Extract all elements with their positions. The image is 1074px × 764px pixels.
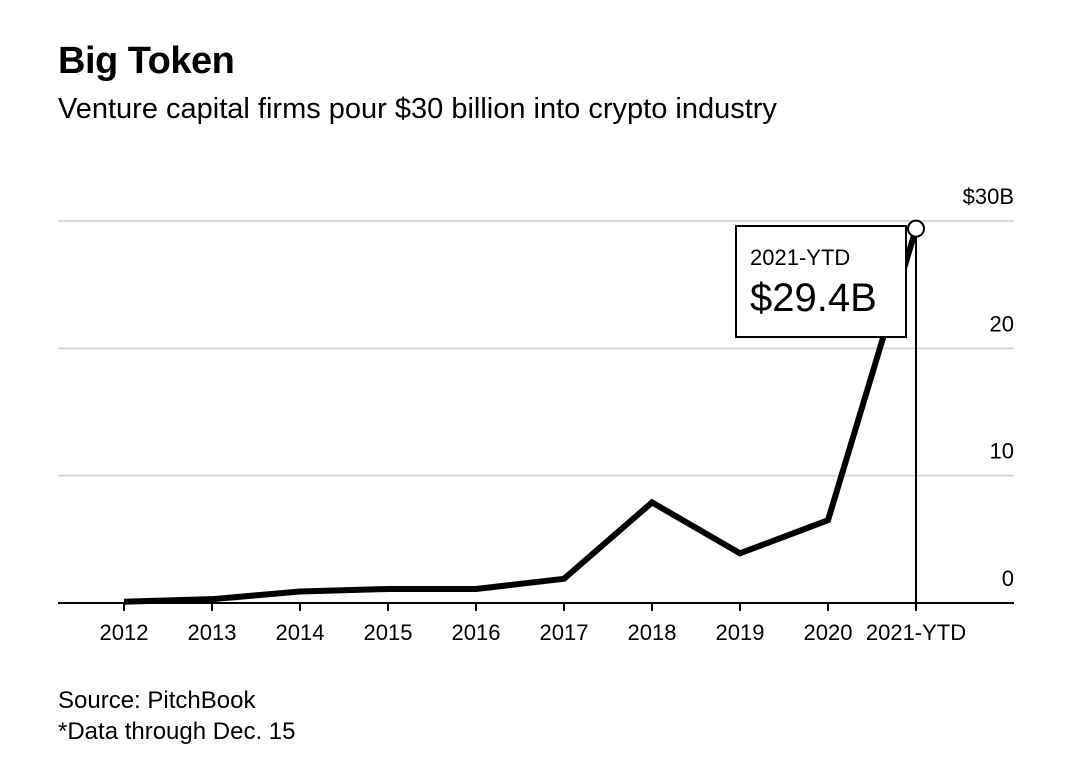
data-point-2021-YTD xyxy=(907,219,925,238)
y-tick-label-0: 0 xyxy=(1002,566,1014,591)
source-note: Source: PitchBook xyxy=(58,687,256,714)
x-tick-label-2021-YTD: 2021-YTD xyxy=(866,620,966,645)
y-tick-label-20: 20 xyxy=(990,311,1014,336)
x-tick-label-2018: 2018 xyxy=(628,620,677,645)
x-tick-label-2015: 2015 xyxy=(364,620,413,645)
y-tick-label-10: 10 xyxy=(990,439,1014,464)
annotation-value: $29.4B xyxy=(750,276,877,320)
annotation-label: 2021-YTD xyxy=(750,245,850,270)
x-tick-label-2020: 2020 xyxy=(804,620,853,645)
chart-subtitle: Venture capital firms pour $30 billion i… xyxy=(58,93,777,125)
annotation-box xyxy=(735,225,907,338)
x-tick-label-2017: 2017 xyxy=(540,620,589,645)
series-line xyxy=(123,227,919,605)
x-tick-label-2013: 2013 xyxy=(188,620,237,645)
y-tick-label-30: $30B xyxy=(963,184,1014,209)
x-tick-label-2016: 2016 xyxy=(452,620,501,645)
chart-title: Big Token xyxy=(58,40,235,82)
x-tick-label-2012: 2012 xyxy=(100,620,149,645)
x-tick-label-2019: 2019 xyxy=(716,620,765,645)
data-footnote: *Data through Dec. 15 xyxy=(58,718,296,745)
x-tick-label-2014: 2014 xyxy=(276,620,325,645)
